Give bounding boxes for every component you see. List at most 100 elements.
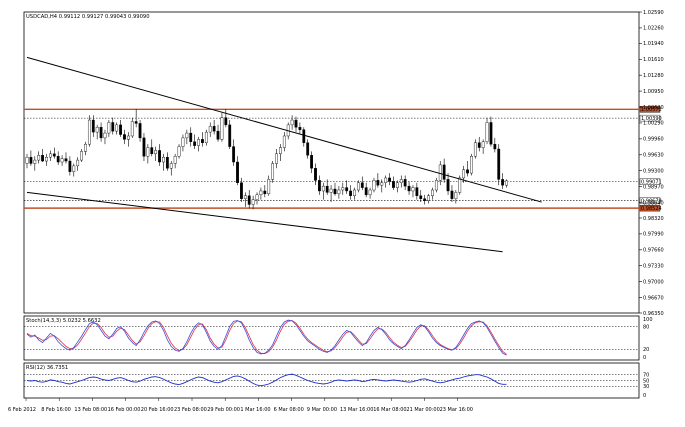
candle-body (91, 119, 95, 133)
candle-body (76, 159, 80, 167)
time-tick-label: 20 Feb 16:00 (141, 407, 174, 413)
candle-body (497, 148, 501, 180)
time-tick-label: 13 Mar 16:00 (340, 407, 373, 413)
candle-body (123, 134, 126, 140)
candle-body (158, 150, 161, 163)
price-tick-label: 0.96350 (643, 311, 664, 317)
candle-body (189, 132, 193, 142)
candle-body (438, 164, 442, 181)
time-tick-label: 1 Mar 16:00 (240, 407, 270, 413)
candle-body (126, 135, 130, 140)
price-tick-label: 0.98640 (643, 200, 664, 206)
price-level-tag (639, 114, 661, 122)
candle-body (204, 131, 208, 143)
stoch-main-line (26, 319, 507, 356)
candle-body (473, 142, 477, 157)
candle-body (279, 147, 282, 155)
candle-body (349, 190, 352, 196)
candle-body (302, 129, 306, 143)
candle-body (197, 139, 200, 146)
price-level-label: 1.00390 (641, 116, 662, 122)
rsi-tick-label: 30 (643, 384, 649, 390)
candle-body (142, 137, 146, 157)
candle-body (298, 127, 302, 130)
candle-body (119, 124, 122, 135)
candle-body (271, 163, 275, 180)
candle-body (25, 156, 29, 164)
candle-body (411, 187, 415, 192)
candle-body (458, 177, 462, 193)
candle-body (481, 141, 485, 148)
candle-body (107, 122, 111, 134)
candle-body (240, 182, 243, 199)
stoch-panel-frame (23, 315, 640, 361)
candle-body (294, 119, 298, 128)
candle-body (150, 147, 154, 155)
price-level-tag (639, 178, 661, 185)
candle-body (162, 156, 165, 163)
candle-body (427, 195, 430, 201)
candle-body (434, 180, 438, 191)
candle-body (232, 146, 236, 163)
trend-line (26, 56, 542, 203)
time-tick-label: 21 Mar 00:00 (406, 407, 439, 413)
candle-body (485, 122, 489, 142)
candle-body (306, 142, 310, 156)
candle-body (282, 135, 286, 148)
time-tick-label: 16 Feb 00:00 (108, 407, 141, 413)
candle-body (259, 190, 263, 196)
candle-body (314, 168, 317, 181)
time-tick-label: 13 Feb 08:00 (74, 407, 107, 413)
candle-body (275, 153, 278, 164)
price-tick-label: 1.01610 (643, 57, 664, 63)
candle-body (431, 189, 434, 196)
candle-body (442, 164, 446, 180)
candle-body (345, 187, 349, 192)
candle-body (290, 119, 294, 126)
time-tick-label: 23 Feb 08:00 (174, 407, 207, 413)
candle-body (220, 117, 224, 140)
candle-body (201, 139, 204, 143)
price-tick-label: 1.01940 (643, 41, 664, 47)
candle-body (415, 187, 419, 196)
candle-body (181, 137, 185, 147)
candle-body (138, 123, 142, 139)
candle-body (372, 180, 376, 191)
rsi-label: RSI(12) 36.7351 (26, 365, 68, 371)
candle-body (29, 156, 33, 164)
candle-body (368, 189, 372, 196)
candle-body (470, 156, 473, 174)
candle-body (208, 126, 212, 133)
price-tick-label: 0.97000 (643, 279, 664, 285)
candle-body (251, 199, 255, 205)
candle-body (317, 180, 321, 192)
candle-body (380, 182, 384, 186)
candle-body (337, 189, 341, 195)
candle-body (392, 181, 395, 188)
price-tick-label: 0.99300 (643, 169, 664, 175)
rsi-tick-label: 50 (643, 378, 649, 384)
candle-body (115, 124, 119, 132)
candle-body (68, 160, 72, 172)
candle-body (52, 153, 56, 157)
candle-body (60, 158, 64, 163)
stoch-label: Stoch(14,3,3) 5.0232 5.6632 (26, 318, 101, 324)
stoch-tick-label: 100 (643, 317, 653, 323)
trend-line (26, 191, 503, 253)
candle-body (193, 141, 197, 146)
candle-body (419, 195, 423, 199)
price-tick-label: 0.98320 (643, 216, 664, 222)
price-level-label: 0.98679 (641, 198, 662, 204)
candle-body (388, 177, 391, 182)
candle-body (84, 143, 87, 152)
price-tick-label: 1.02590 (643, 10, 664, 16)
price-tick-label: 0.97990 (643, 232, 664, 238)
candle-body (247, 195, 251, 205)
candle-body (263, 190, 267, 195)
price-tick-label: 0.96670 (643, 295, 664, 301)
candle-body (236, 161, 239, 183)
candle-body (169, 163, 173, 169)
candle-body (134, 121, 138, 124)
